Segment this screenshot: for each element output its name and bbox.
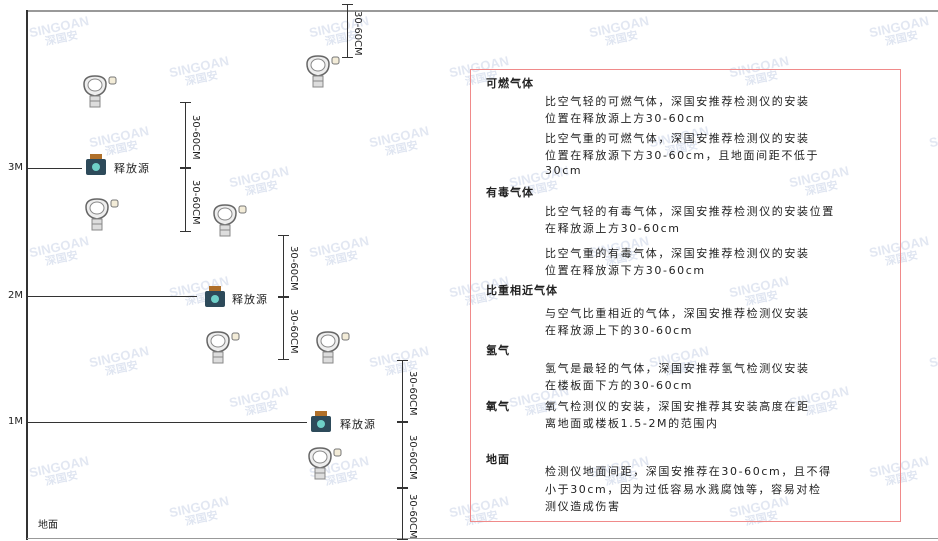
dimension-label: 30-60CM <box>288 246 299 291</box>
dimension-label: 30-60CM <box>407 435 418 480</box>
gas-detector-icon <box>210 203 247 237</box>
section-text-line: 位置在释放源下方30-60cm <box>545 264 706 277</box>
dimension-label: 30-60CM <box>352 11 363 56</box>
dimension-line <box>278 235 289 297</box>
dimension-line <box>278 297 289 360</box>
level-2m: 2M <box>8 290 23 301</box>
gas-detector-icon <box>303 54 340 88</box>
wall-line <box>26 10 28 540</box>
release-source-icon <box>203 286 227 308</box>
section-heading: 氢气 <box>486 344 510 357</box>
level-3m: 3M <box>8 162 23 173</box>
level-1m-line <box>27 422 307 423</box>
section-text-line: 在释放源上下的30-60cm <box>545 324 694 337</box>
release-source-icon <box>84 154 108 176</box>
section-heading: 氧气 <box>486 400 510 413</box>
dimension-line <box>397 488 408 540</box>
gas-detector-icon <box>313 330 350 364</box>
gas-detector-icon <box>305 446 342 480</box>
gas-detector-icon <box>82 197 119 231</box>
section-text-line: 氧气检测仪的安装，深国安推荐其安装高度在距 <box>545 400 810 413</box>
section-text-line: 比空气重的有毒气体，深国安推荐检测仪的安装 <box>545 247 810 260</box>
dimension-label: 30-60CM <box>190 180 201 225</box>
dimension-label: 30-60CM <box>407 494 418 539</box>
section-text-line: 小于30cm，因为过低容易水溅腐蚀等，容易对检 <box>545 483 822 496</box>
dimension-line <box>342 4 353 58</box>
dimension-label: 30-60CM <box>288 308 299 354</box>
dimension-line <box>180 168 191 232</box>
section-text-line: 位置在释放源下方30-60cm，且地面间距不低于 <box>545 149 820 162</box>
release-source-label: 释放源 <box>340 418 376 431</box>
section-text-line: 氢气是最轻的气体，深国安推荐氢气检测仪安装 <box>545 362 810 375</box>
release-source-label: 释放源 <box>114 162 150 175</box>
dimension-label: 30-60CM <box>407 371 418 416</box>
section-text-line: 比空气轻的可燃气体，深国安推荐检测仪的安装 <box>545 95 810 108</box>
section-text-line: 位置在释放源上方30-60cm <box>545 112 706 125</box>
ground-label: 地面 <box>38 520 58 531</box>
dimension-label: 30-60CM <box>190 115 201 160</box>
gas-detector-icon <box>203 330 240 364</box>
gas-detector-icon <box>80 74 117 108</box>
level-3m-line <box>27 168 82 169</box>
section-heading: 比重相近气体 <box>486 284 558 297</box>
dimension-line <box>397 422 408 488</box>
section-text-line: 测仪造成伤害 <box>545 500 621 513</box>
section-heading: 有毒气体 <box>486 186 534 199</box>
ceiling-line <box>27 10 938 12</box>
dimension-line <box>180 102 191 168</box>
level-1m: 1M <box>8 416 23 427</box>
section-heading: 可燃气体 <box>486 77 534 90</box>
floor-line <box>27 538 938 539</box>
dimension-line <box>397 360 408 422</box>
section-text-line: 离地面或楼板1.5-2M的范围内 <box>545 417 719 430</box>
section-text-line: 检测仪地面间距，深国安推荐在30-60cm，且不得 <box>545 465 832 478</box>
section-text-line: 30cm <box>545 164 583 177</box>
info-panel <box>470 69 901 522</box>
section-text-line: 在释放源上方30-60cm <box>545 222 681 235</box>
section-text-line: 在楼板面下方的30-60cm <box>545 379 694 392</box>
level-2m-line <box>27 296 197 297</box>
section-text-line: 比空气重的可燃气体，深国安推荐检测仪的安装 <box>545 132 810 145</box>
release-source-icon <box>309 411 333 433</box>
section-heading: 地面 <box>486 453 510 466</box>
release-source-label: 释放源 <box>232 293 268 306</box>
section-text-line: 与空气比重相近的气体，深国安推荐检测仪安装 <box>545 307 810 320</box>
section-text-line: 比空气轻的有毒气体，深国安推荐检测仪的安装位置 <box>545 205 835 218</box>
